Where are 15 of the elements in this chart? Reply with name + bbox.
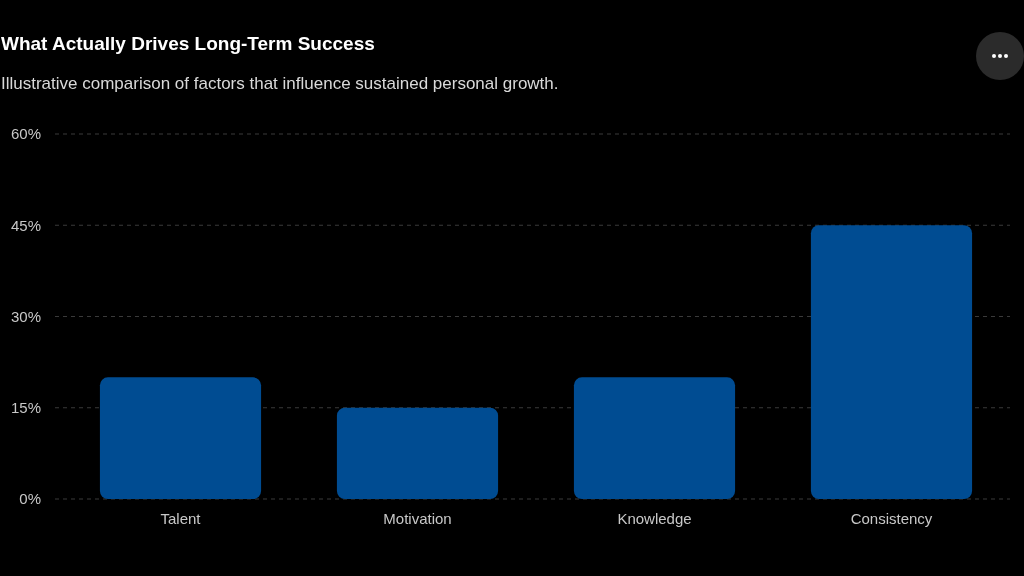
chart-subtitle: Illustrative comparison of factors that influence sustained personal growth. (1, 74, 559, 93)
y-tick-label: 15% (10, 399, 41, 416)
x-tick-label: Talent (160, 510, 202, 527)
bar (573, 377, 736, 499)
y-tick-label: 45% (10, 216, 41, 234)
y-tick-label: 0% (19, 490, 41, 508)
bar (99, 377, 262, 499)
x-tick-label: Consistency (850, 510, 933, 527)
x-tick-label: Motivation (383, 510, 452, 527)
y-tick-label: 60% (10, 125, 41, 143)
y-tick-label: 30% (10, 307, 41, 325)
bar (810, 225, 973, 499)
bar (336, 407, 499, 499)
chart-title: What Actually Drives Long-Term Success (1, 33, 375, 54)
x-tick-label: Knowledge (617, 510, 692, 527)
